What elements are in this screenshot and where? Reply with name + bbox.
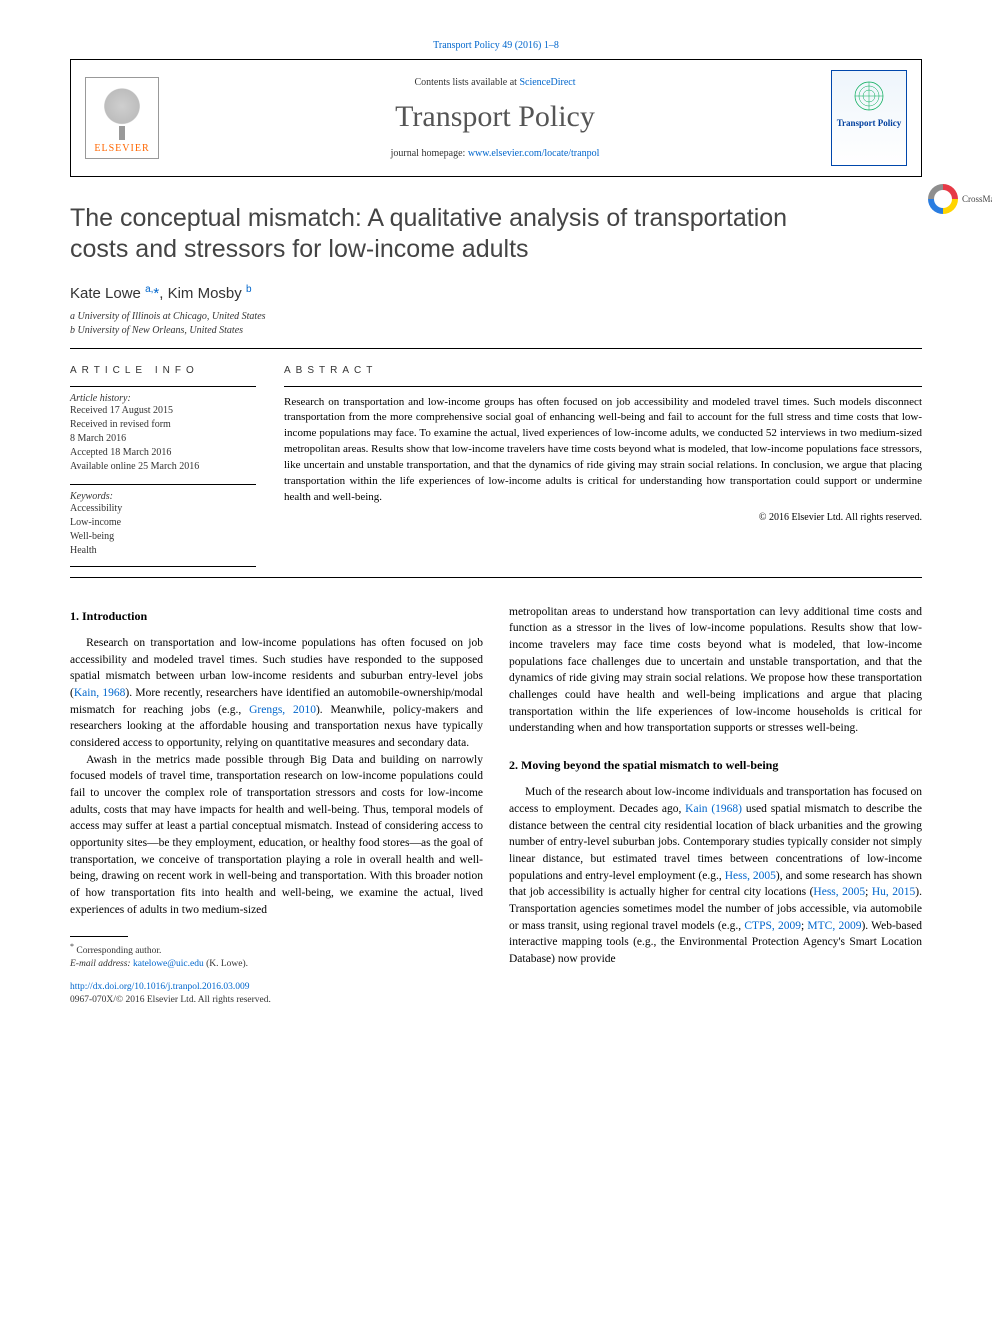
authors-line: Kate Lowe a,*, Kim Mosby b	[70, 284, 922, 302]
affiliation-b: b University of New Orleans, United Stat…	[70, 324, 922, 338]
citation-link[interactable]: Hu, 2015	[872, 886, 915, 898]
keyword: Health	[70, 544, 256, 558]
section-2-heading: 2. Moving beyond the spatial mismatch to…	[509, 757, 922, 774]
crossmark-label: CrossMark	[962, 194, 992, 204]
publisher-label: ELSEVIER	[94, 143, 149, 154]
abstract-block: ABSTRACT Research on transportation and …	[284, 365, 922, 567]
journal-homepage-line: journal homepage: www.elsevier.com/locat…	[159, 148, 831, 159]
crossmark-badge[interactable]: CrossMark	[928, 180, 992, 218]
affiliations: a University of Illinois at Chicago, Uni…	[70, 310, 922, 338]
affiliation-a: a University of Illinois at Chicago, Uni…	[70, 310, 922, 324]
keyword: Well-being	[70, 530, 256, 544]
journal-header-banner: ELSEVIER Contents lists available at Sci…	[70, 59, 922, 177]
cover-title: Transport Policy	[837, 119, 902, 129]
journal-name: Transport Policy	[159, 100, 831, 134]
citation-link[interactable]: Hess, 2005	[725, 870, 776, 882]
body-two-columns: 1. Introduction Research on transportati…	[70, 604, 922, 1007]
text-run: ;	[865, 886, 872, 898]
cover-globe-icon	[841, 79, 897, 113]
article-title: The conceptual mismatch: A qualitative a…	[70, 203, 810, 266]
crossmark-icon	[928, 184, 958, 214]
homepage-prefix: journal homepage:	[391, 148, 468, 159]
history-line: Received 17 August 2015	[70, 404, 256, 418]
history-line: Available online 25 March 2016	[70, 460, 256, 474]
article-info-block: ARTICLE INFO Article history: Received 1…	[70, 365, 256, 567]
doi-link[interactable]: http://dx.doi.org/10.1016/j.tranpol.2016…	[70, 982, 250, 992]
history-line: Accepted 18 March 2016	[70, 446, 256, 460]
article-info-heading: ARTICLE INFO	[70, 365, 256, 376]
email-label: E-mail address:	[70, 959, 133, 969]
citation-link[interactable]: Kain, 1968	[74, 687, 126, 699]
elsevier-logo: ELSEVIER	[85, 77, 159, 159]
abstract-heading: ABSTRACT	[284, 365, 922, 376]
journal-cover-thumb: Transport Policy	[831, 70, 907, 166]
article-history-lines: Received 17 August 2015 Received in revi…	[70, 404, 256, 474]
article-history-label: Article history:	[70, 386, 256, 404]
contents-available-line: Contents lists available at ScienceDirec…	[159, 77, 831, 88]
corresponding-label: Corresponding author.	[76, 946, 161, 956]
issn-copyright: 0967-070X/© 2016 Elsevier Ltd. All right…	[70, 995, 271, 1005]
history-line: 8 March 2016	[70, 432, 256, 446]
citation-link[interactable]: Hess, 2005	[813, 886, 865, 898]
citation-link[interactable]: CTPS, 2009	[744, 920, 801, 932]
section-1-heading: 1. Introduction	[70, 608, 483, 625]
keyword: Accessibility	[70, 502, 256, 516]
author-2: Kim Mosby	[168, 285, 242, 302]
elsevier-tree-icon	[95, 88, 149, 140]
asterisk-icon: *	[70, 942, 74, 951]
s1-p1: Research on transportation and low-incom…	[70, 635, 483, 752]
journal-homepage-link[interactable]: www.elsevier.com/locate/tranpol	[468, 148, 600, 159]
footnote-separator	[70, 936, 128, 937]
citation-link[interactable]: Grengs, 2010	[249, 704, 316, 716]
sciencedirect-link[interactable]: ScienceDirect	[519, 77, 575, 88]
top-journal-cite: Transport Policy 49 (2016) 1–8	[70, 40, 922, 51]
keywords-label: Keywords:	[70, 484, 256, 502]
s2-p1: Much of the research about low-income in…	[509, 784, 922, 967]
s1-p2-cont: metropolitan areas to understand how tra…	[509, 604, 922, 737]
keyword: Low-income	[70, 516, 256, 530]
author-1: Kate Lowe	[70, 285, 141, 302]
citation-link[interactable]: MTC, 2009	[807, 920, 861, 932]
corresponding-footnote: * Corresponding author. E-mail address: …	[70, 942, 483, 971]
abstract-copyright: © 2016 Elsevier Ltd. All rights reserved…	[284, 512, 922, 523]
corresponding-email-link[interactable]: katelowe@uic.edu	[133, 959, 204, 969]
divider-rule	[70, 577, 922, 578]
author-2-aff: b	[246, 284, 252, 295]
corresponding-marker-icon: *	[153, 285, 159, 302]
contents-prefix: Contents lists available at	[414, 77, 519, 88]
abstract-text: Research on transportation and low-incom…	[284, 386, 922, 507]
divider-rule	[70, 348, 922, 349]
s1-p2: Awash in the metrics made possible throu…	[70, 752, 483, 919]
citation-link[interactable]: Kain (1968)	[685, 803, 742, 815]
keywords-list: Accessibility Low-income Well-being Heal…	[70, 502, 256, 567]
history-line: Received in revised form	[70, 418, 256, 432]
email-suffix: (K. Lowe).	[204, 959, 248, 969]
doi-block: http://dx.doi.org/10.1016/j.tranpol.2016…	[70, 981, 483, 1007]
